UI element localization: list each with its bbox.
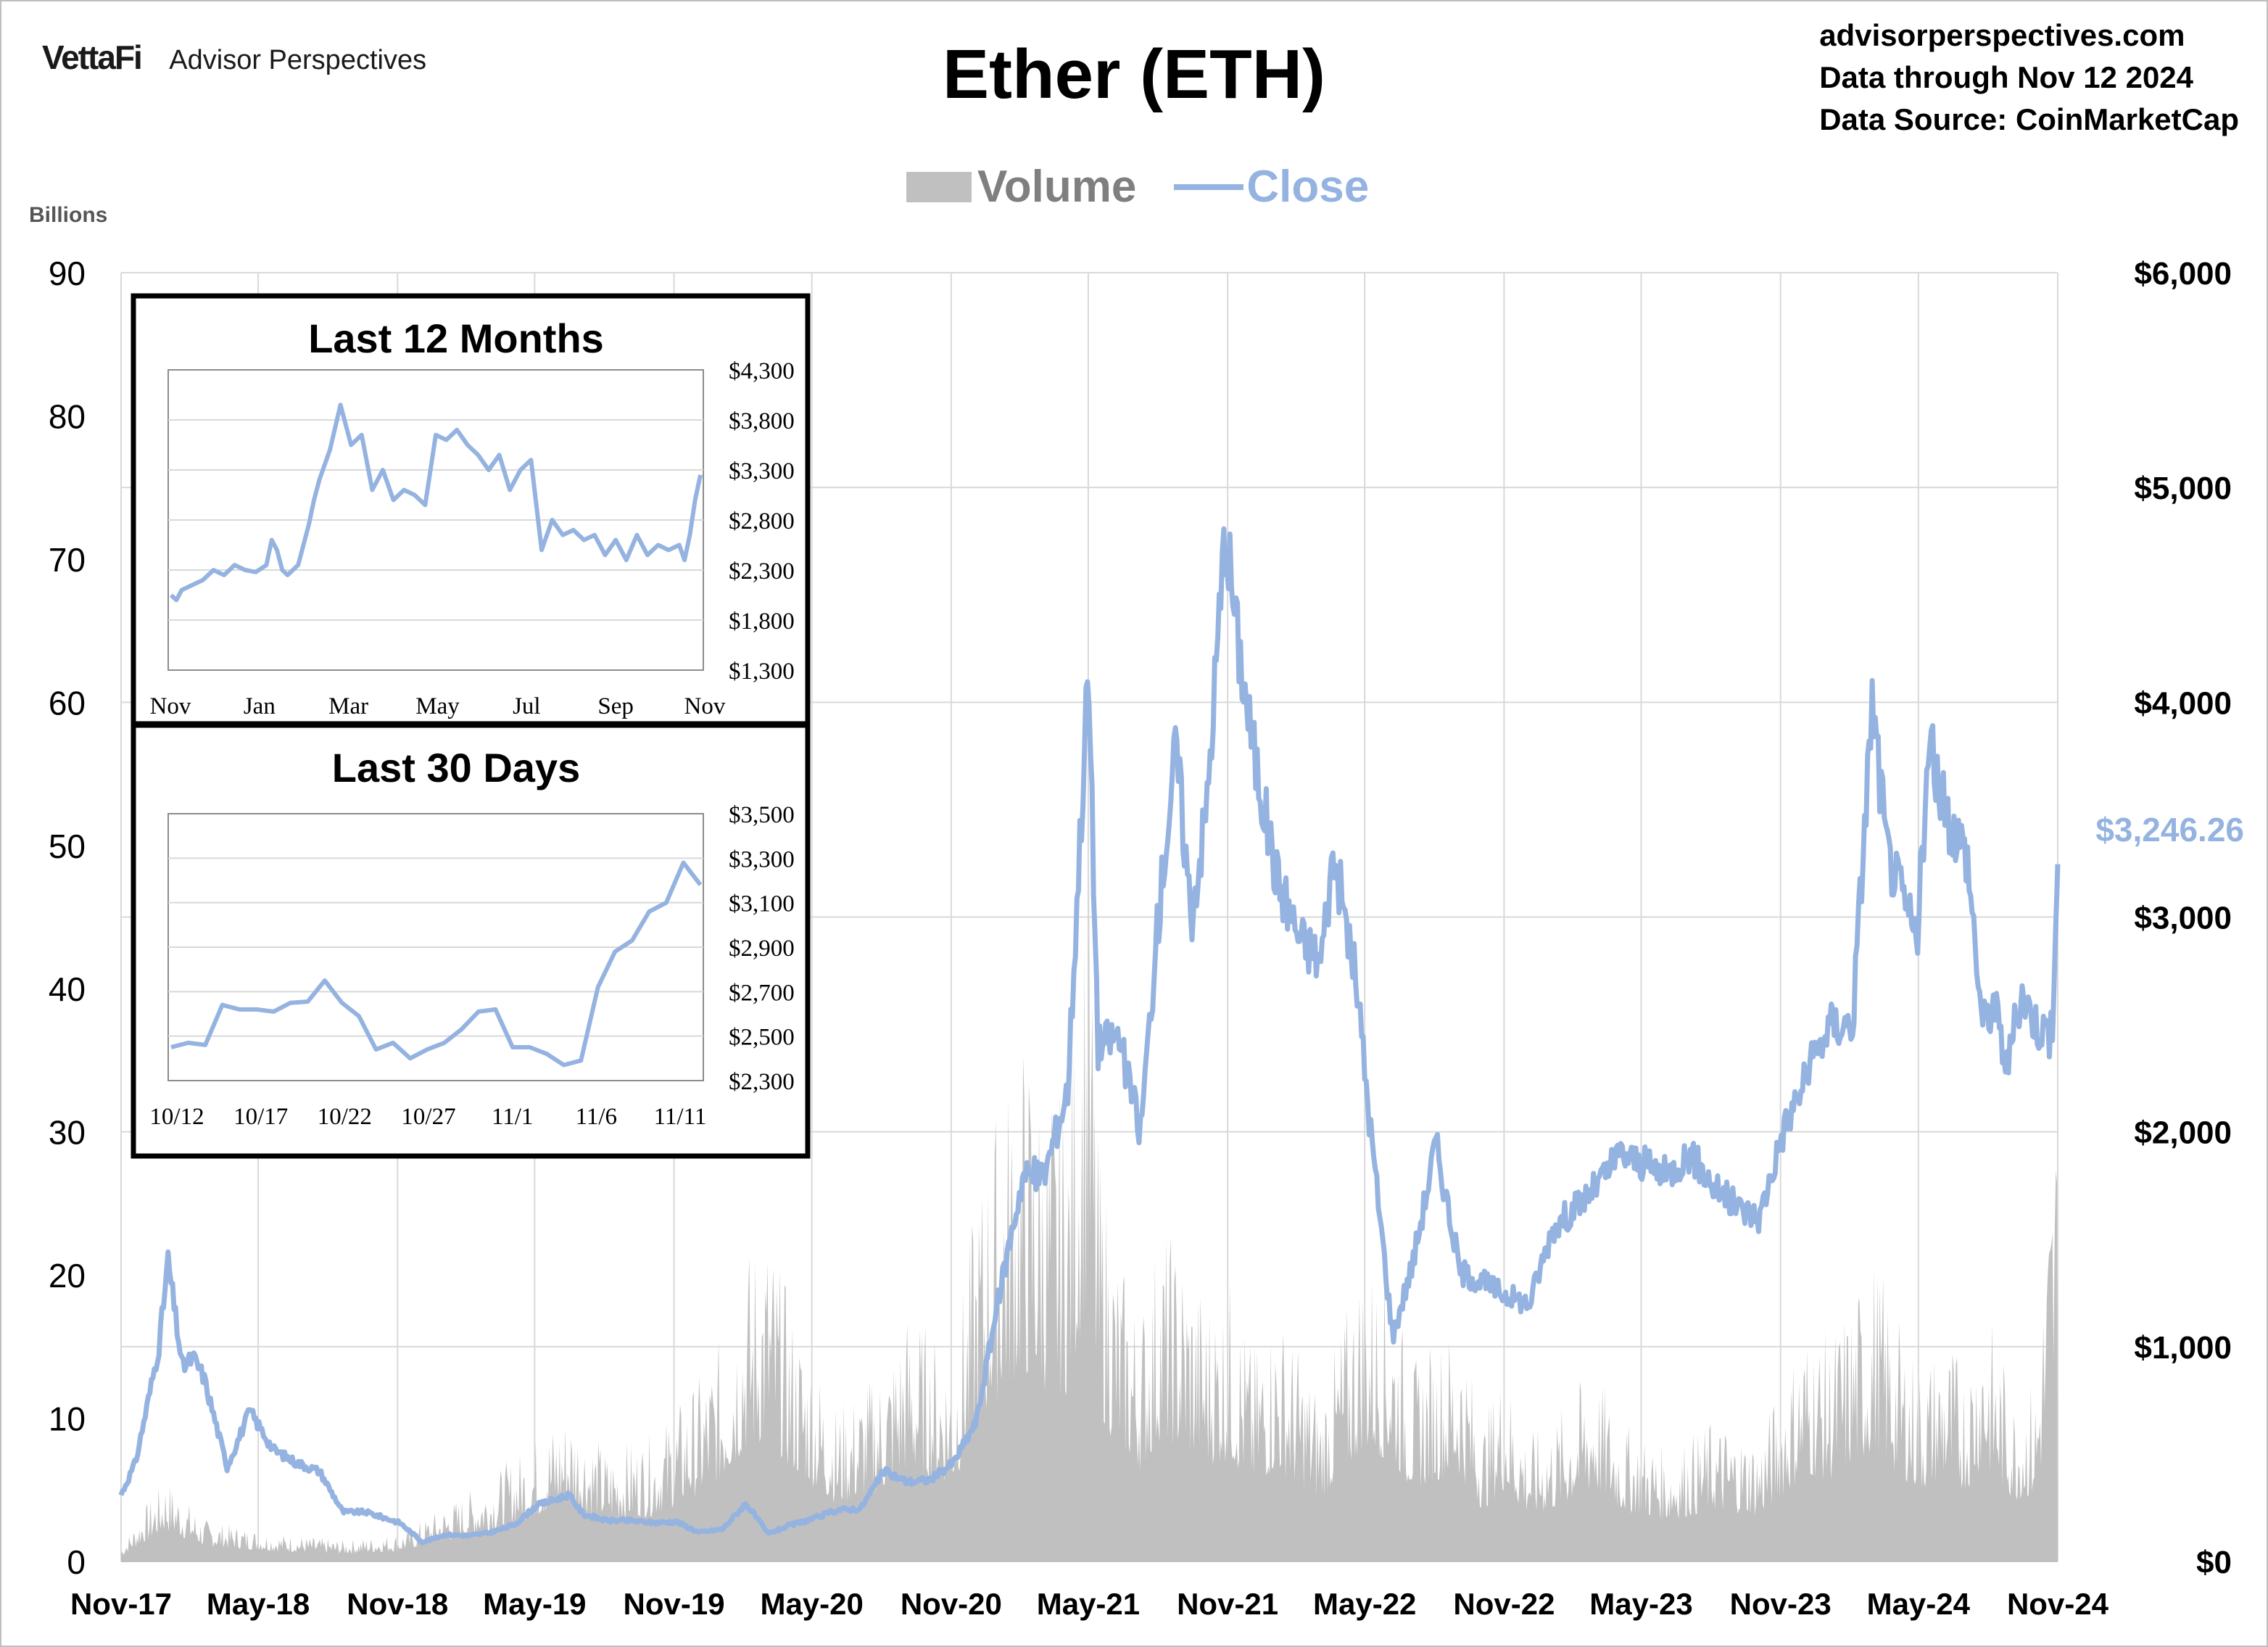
legend-volume-label: Volume xyxy=(977,162,1137,212)
left-tick-label: 0 xyxy=(67,1543,86,1581)
x-tick-label: Nov-23 xyxy=(1730,1587,1832,1621)
vettafi-logo: VettaFi xyxy=(42,38,143,76)
inset-30-days-y-tick-label: $2,300 xyxy=(729,1069,795,1095)
inset-12-months-y-tick-label: $3,800 xyxy=(729,408,795,434)
x-tick-label: Nov-24 xyxy=(2007,1587,2109,1621)
left-tick-label: 70 xyxy=(49,541,86,579)
x-tick-label: Nov-21 xyxy=(1177,1587,1278,1621)
close-line xyxy=(118,526,2061,1545)
inset-12-months-x-tick-label: Jul xyxy=(513,693,541,719)
x-tick-label: May-23 xyxy=(1589,1587,1692,1621)
inset-12-months-x-tick-label: Nov xyxy=(150,693,191,719)
right-tick-label: $6,000 xyxy=(2134,256,2232,292)
inset-30-days-y-tick-label: $3,500 xyxy=(729,802,795,828)
inset-12-months-y-tick-label: $2,800 xyxy=(729,508,795,534)
inset-30-days-title: Last 30 Days xyxy=(332,745,580,791)
inset-30-days-y-tick-label: $2,500 xyxy=(729,1025,795,1051)
right-tick-label: $0 xyxy=(2196,1545,2232,1580)
inset-30-days: Last 30 Days $2,300 $2,500 $2,700 $2,900 $3,1… xyxy=(131,722,811,1159)
inset-12-months-line xyxy=(169,403,703,603)
x-tick-label: Nov-17 xyxy=(70,1587,172,1621)
inset-12-months-x-tick-label: Sep xyxy=(597,693,634,719)
inset-30-days-box xyxy=(131,722,811,1159)
inset-30-days-x-tick-label: 10/27 xyxy=(401,1104,455,1130)
inset-12-months-y-tick-label: $2,300 xyxy=(729,558,795,585)
right-tick-label: $3,000 xyxy=(2134,901,2232,936)
left-tick-label: 90 xyxy=(49,255,86,292)
inset-12-months-x-tick-label: Mar xyxy=(328,693,368,719)
inset-30-days-x-tick-label: 11/1 xyxy=(492,1104,533,1130)
left-tick-label: 60 xyxy=(49,684,86,722)
last-close-label: $3,246.26 xyxy=(2095,811,2244,849)
x-tick-label: Nov-18 xyxy=(347,1587,448,1621)
inset-30-days-y-tick-label: $2,900 xyxy=(729,936,795,962)
source-block: advisorperspectives.com Data through Nov… xyxy=(1819,15,2239,141)
x-tick-label: May-20 xyxy=(760,1587,863,1621)
inset-12-months-title: Last 12 Months xyxy=(308,315,604,361)
inset-12-months-y-tick-label: $1,300 xyxy=(729,659,795,685)
inset-12-months-y-tick-label: $4,300 xyxy=(729,358,795,384)
legend-volume-swatch xyxy=(906,171,972,202)
x-tick-label: May-24 xyxy=(1867,1587,1971,1621)
x-tick-label: May-18 xyxy=(207,1587,310,1621)
brand: VettaFi Advisor Perspectives xyxy=(42,38,426,77)
inset-30-days-y-tick-label: $2,700 xyxy=(729,980,795,1006)
source-site: advisorperspectives.com xyxy=(1819,18,2185,52)
x-tick-label: Nov-19 xyxy=(624,1587,725,1621)
inset-30-days-line xyxy=(170,860,703,1068)
inset-12-months-y-tick-label: $3,300 xyxy=(729,458,795,484)
left-tick-label: 80 xyxy=(49,397,86,435)
right-tick-label: $1,000 xyxy=(2134,1330,2232,1366)
legend-close-label: Close xyxy=(1246,162,1370,212)
left-tick-label: 30 xyxy=(49,1114,86,1152)
left-tick-label: 50 xyxy=(49,827,86,865)
right-tick-label: $4,000 xyxy=(2134,685,2232,721)
inset-30-days-x-tick-label: 11/11 xyxy=(654,1104,707,1130)
x-tick-label: Nov-20 xyxy=(901,1587,1002,1621)
legend: Volume Close xyxy=(906,161,1369,212)
x-tick-label: May-22 xyxy=(1313,1587,1416,1621)
inset-12-months: Last 12 Months $1,300 $1,800 $2,300 $2,800 $3… xyxy=(131,293,811,727)
left-tick-label: 10 xyxy=(49,1400,86,1438)
source-date: Data through Nov 12 2024 xyxy=(1819,60,2194,94)
volume-area xyxy=(121,856,2058,1561)
left-tick-label: 20 xyxy=(49,1257,86,1295)
inset-12-months-y-tick-label: $1,800 xyxy=(729,608,795,635)
source-name: Data Source: CoinMarketCap xyxy=(1819,102,2239,136)
right-tick-label: $5,000 xyxy=(2134,471,2232,506)
inset-12-months-x-tick-label: May xyxy=(415,693,460,719)
legend-close-swatch xyxy=(1174,183,1244,190)
inset-12-months-x-tick-label: Nov xyxy=(684,693,726,719)
inset-30-days-x-tick-label: 11/6 xyxy=(576,1104,617,1130)
left-tick-label: 40 xyxy=(49,970,86,1008)
left-axis-unit: Billions xyxy=(29,203,108,227)
chart-title: Ether (ETH) xyxy=(943,36,1325,113)
inset-30-days-x-tick-label: 10/12 xyxy=(149,1104,204,1130)
inset-12-months-x-tick-label: Jan xyxy=(244,693,276,719)
x-tick-label: May-19 xyxy=(483,1587,586,1621)
right-tick-label: $2,000 xyxy=(2134,1115,2232,1151)
inset-30-days-x-tick-label: 10/17 xyxy=(233,1104,288,1130)
inset-30-days-y-tick-label: $3,100 xyxy=(729,891,795,917)
brand-subtitle: Advisor Perspectives xyxy=(169,45,427,75)
x-tick-label: May-21 xyxy=(1037,1587,1140,1621)
inset-30-days-x-tick-label: 10/22 xyxy=(318,1104,372,1130)
inset-30-days-y-tick-label: $3,300 xyxy=(729,846,795,872)
x-tick-label: Nov-22 xyxy=(1453,1587,1555,1621)
